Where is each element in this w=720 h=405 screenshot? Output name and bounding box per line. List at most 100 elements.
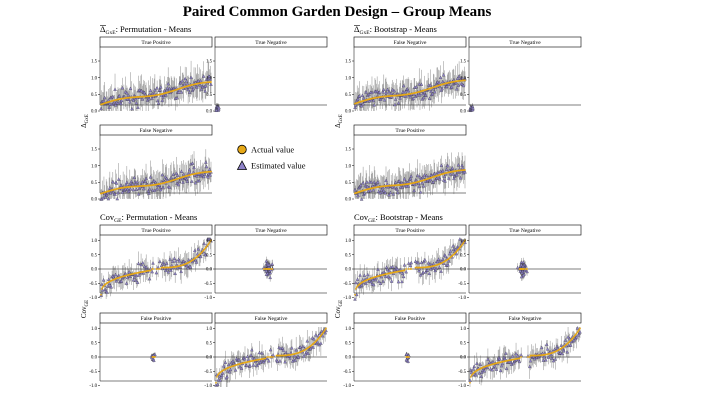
estimated-point [179,90,184,94]
estimated-point [132,175,136,179]
estimated-point [418,93,422,97]
actual-points [100,239,212,296]
estimated-point [106,284,110,288]
actual-point [520,356,523,358]
cov-boot-panel-3-ytick-label: -0.5 [458,370,466,375]
estimated-point [137,186,142,190]
estimated-point [447,251,452,256]
cov-perm-panel-2-ytick-label: 0.5 [91,341,98,346]
cov-perm-panel-1-ytick-label: -1.0 [204,296,212,301]
estimated-point [169,268,173,272]
estimated-point [178,265,183,269]
panel-strip [353,312,467,324]
panel-strip-label: True Negative [255,228,287,234]
estimated-point [142,186,146,191]
estimated-point [400,185,404,189]
cov-boot-panel-2-ytick-label: 0.0 [345,356,352,361]
estimated-point [431,261,436,266]
estimated-point [152,358,156,362]
actual-points [405,356,410,358]
dge-perm-panel-2-ytick-label: 1.0 [91,164,98,169]
estimated-point [128,274,132,278]
estimated-point [124,182,128,187]
estimated-points [214,104,221,112]
estimated-point [453,247,458,252]
estimated-point [177,179,181,183]
cov-perm-panel-2-ytick-label: -1.0 [89,384,97,389]
estimated-point [367,92,371,96]
estimated-point [389,91,393,95]
estimated-point [260,351,264,355]
estimated-point [376,189,381,193]
estimated-point [460,76,464,80]
estimated-point [406,88,410,93]
estimated-point [216,382,220,387]
estimated-point [358,273,362,277]
cov-boot-panel-2: False Positive -1.0 -0.5 0.0 0.5 1.0 [343,312,467,389]
estimated-point [401,271,405,275]
estimated-point [423,257,427,262]
cov-perm-panel-0-ytick-label: 0.0 [91,268,98,273]
estimated-point [439,163,444,167]
estimated-point [488,367,493,371]
estimated-point [444,84,449,89]
estimated-point [378,281,383,285]
estimated-point [219,375,223,379]
estimated-point [162,262,166,266]
estimated-point [372,282,376,287]
estimated-point [387,89,391,94]
estimated-point [437,265,442,269]
estimated-point [112,99,116,104]
estimated-point [429,89,433,93]
estimated-point [181,180,185,184]
estimated-point [102,99,106,103]
estimated-point [221,363,226,368]
dge-boot-panel-0-ytick-label: 0.0 [345,110,352,115]
estimated-point [353,297,357,301]
estimated-point [267,262,271,267]
estimated-point [368,188,373,193]
estimated-point [162,88,167,93]
actual-point [158,268,161,270]
estimated-point [196,79,201,83]
estimated-point [424,173,429,178]
estimated-point [364,281,368,285]
estimated-point [184,79,189,83]
dge-perm-panel-0: True Positive 0.0 0.5 1.0 1.5 [91,36,213,115]
estimated-point [268,275,272,279]
estimated-point [444,167,449,171]
estimated-point [402,83,406,88]
actual-point [210,239,212,242]
legend-label: Actual value [251,145,294,155]
panel-strip [353,124,467,136]
cov-boot-panel-0-ytick-label: -1.0 [343,296,351,301]
estimated-point [485,365,489,369]
estimated-point [243,357,247,361]
estimated-point [310,336,315,340]
estimated-point [430,265,435,270]
actual-point [407,268,410,270]
estimated-point [413,259,418,263]
estimated-point [431,180,435,184]
estimated-point [555,344,559,348]
estimated-point [170,263,174,267]
estimated-point [545,347,550,351]
estimated-point [114,279,119,283]
actual-point [262,268,265,270]
estimated-point [174,171,179,175]
panel-strip [99,36,213,48]
cov-boot-panel-1-ytick-label: 1.0 [460,239,467,244]
actual-point [152,356,155,358]
panel-strip-label: False Negative [394,40,427,46]
estimated-point [190,85,194,89]
estimated-point [297,355,301,359]
estimated-point [107,281,112,285]
estimated-point [116,101,120,105]
estimated-point [446,263,450,267]
estimated-point [131,187,136,192]
estimated-point [194,260,199,264]
estimated-point [457,74,461,78]
estimated-point [393,102,397,107]
estimated-point [175,95,179,100]
estimated-point [123,187,128,191]
